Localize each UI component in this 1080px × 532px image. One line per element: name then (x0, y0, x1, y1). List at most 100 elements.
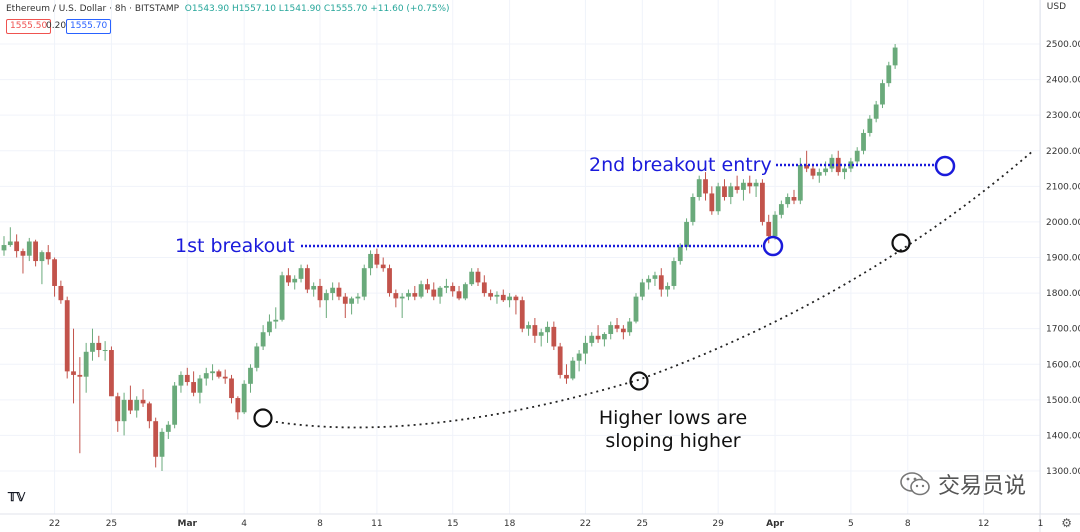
price-tick-label: 1300.00 (1046, 467, 1080, 477)
candle-body (387, 268, 392, 294)
candle (361, 264, 367, 301)
tradingview-logo-icon[interactable]: 𝕋𝕍 (8, 490, 26, 504)
candle-body (715, 186, 721, 212)
candle-body (722, 186, 727, 198)
time-tick-label: 4 (241, 519, 247, 529)
candle-body (134, 399, 140, 411)
candle (311, 282, 317, 297)
candle-body (747, 182, 753, 187)
candle-body (576, 353, 582, 361)
candle (861, 129, 866, 155)
candle (715, 182, 721, 215)
candle-body (823, 168, 828, 173)
candle-body (526, 325, 531, 329)
candle (83, 342, 89, 393)
candle-body (254, 346, 260, 368)
candle-body (361, 268, 367, 297)
candle (722, 179, 727, 201)
candle-body (620, 328, 626, 333)
candle (267, 314, 272, 336)
candle (216, 369, 222, 379)
buy-price-button[interactable]: 1555.70 (66, 19, 112, 34)
candle (519, 296, 525, 333)
settings-gear-icon[interactable]: ⚙ (1061, 516, 1072, 530)
symbol-header: Ethereum / U.S. Dollar · 8h · BITSTAMP O… (6, 4, 450, 14)
candle (690, 193, 696, 226)
price-tick-label: 2200.00 (1046, 147, 1080, 157)
candle (153, 417, 159, 468)
candle-body (760, 182, 765, 222)
time-tick-label: 11 (371, 519, 382, 529)
candle-body (336, 287, 342, 297)
candle-body (488, 293, 494, 297)
candle-body (172, 385, 178, 425)
price-axis[interactable]: 2500.00 2400.00 2300.00 2200.00 2100.00 2000.… (1046, 40, 1080, 477)
candle (816, 168, 822, 183)
candle-body (545, 326, 550, 333)
candle-body (589, 335, 595, 343)
candle (140, 389, 146, 407)
candle (608, 321, 614, 340)
candle (778, 200, 784, 219)
time-tick-label: 8 (317, 519, 323, 529)
watermark: 交易员说 (898, 468, 1026, 500)
price-tick-label: 1400.00 (1046, 431, 1080, 441)
candle (342, 293, 348, 318)
candle (330, 282, 336, 301)
candle-body (165, 424, 171, 432)
candle (703, 172, 708, 201)
candle-body (671, 261, 677, 286)
candle (526, 321, 531, 336)
candle-body (33, 241, 38, 262)
candle (172, 382, 178, 429)
candle (7, 227, 13, 247)
candle-body (437, 287, 443, 297)
candle (747, 175, 753, 194)
candle (412, 285, 418, 301)
candle-body (128, 399, 133, 411)
candle-body (633, 296, 639, 322)
first-breakout-label: 1st breakout (175, 235, 295, 257)
candle (709, 186, 715, 215)
time-tick-label: Mar (178, 519, 198, 529)
symbol-title[interactable]: Ethereum / U.S. Dollar · 8h · BITSTAMP (6, 4, 180, 14)
candle (848, 157, 854, 173)
price-tick-label: 2100.00 (1046, 182, 1080, 192)
second-breakout-label: 2nd breakout entry (589, 154, 772, 176)
low-circle-2 (629, 371, 649, 391)
candle-body (835, 157, 841, 173)
candle-body (248, 367, 253, 384)
candle (45, 245, 51, 265)
candle-body (153, 421, 159, 457)
candle (583, 335, 588, 365)
candle (184, 367, 190, 386)
candle-body (690, 197, 696, 222)
candle (494, 291, 500, 304)
candle-body (159, 431, 165, 457)
candle (197, 374, 203, 404)
candle-body (532, 325, 538, 336)
candle-body (583, 342, 588, 354)
candle-body (450, 285, 456, 292)
time-tick-label: 22 (49, 519, 60, 529)
currency-label[interactable]: USD (1046, 2, 1066, 12)
candle-body (235, 398, 241, 413)
candle-body (292, 278, 298, 283)
candle-body (406, 293, 411, 297)
candle (437, 285, 443, 304)
candle (639, 278, 645, 301)
candle-body (652, 275, 658, 279)
price-tick-label: 1700.00 (1046, 325, 1080, 335)
sell-price-button[interactable]: 1555.50 (6, 19, 52, 34)
candle-body (608, 325, 614, 335)
candle (431, 282, 437, 301)
candle (696, 175, 702, 201)
candle-body (267, 321, 272, 333)
candle-body (222, 376, 228, 379)
time-axis[interactable]: 22 25 Mar 4 8 11 15 18 22 25 29 Apr 5 8 12 1 (49, 519, 1044, 529)
candle-body (83, 351, 89, 377)
candle-body (96, 342, 102, 351)
candle-body (481, 282, 487, 294)
candle-body (772, 214, 778, 237)
